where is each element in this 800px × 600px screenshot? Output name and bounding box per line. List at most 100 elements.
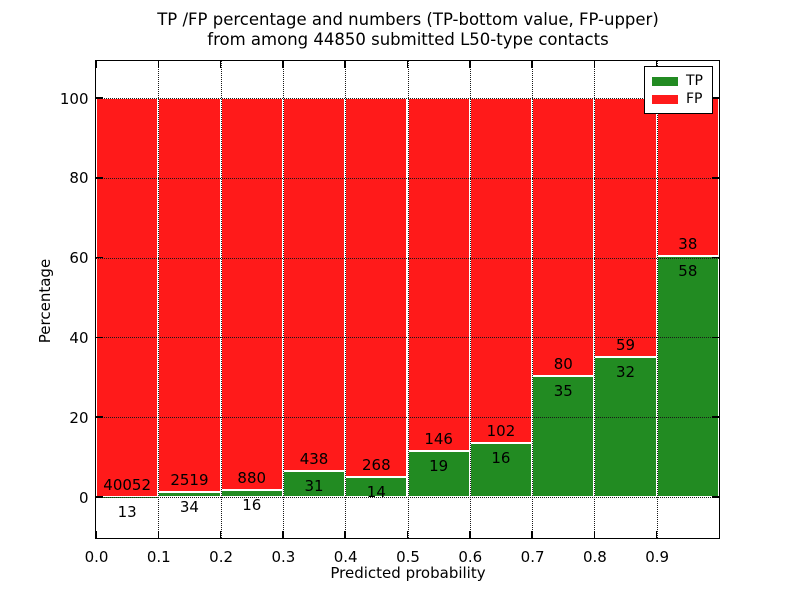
tp-count-label: 31 bbox=[304, 476, 324, 495]
y-tick-left bbox=[96, 256, 103, 259]
x-tick-bottom bbox=[593, 531, 596, 538]
x-tick-label: 0.2 bbox=[209, 547, 234, 566]
x-gridline bbox=[220, 61, 222, 538]
bar-segment-tp bbox=[407, 451, 470, 497]
bar-segment-fp bbox=[594, 98, 657, 357]
y-tick-left bbox=[96, 97, 103, 99]
y-tick-label: 0 bbox=[78, 488, 89, 507]
x-gridline bbox=[656, 61, 658, 538]
x-tick-label: 0.3 bbox=[271, 547, 296, 566]
x-gridline bbox=[345, 61, 347, 538]
legend-swatch-fp-icon bbox=[652, 94, 678, 104]
x-axis-label: Predicted probability bbox=[330, 564, 486, 582]
y-axis-label: Percentage bbox=[36, 258, 54, 344]
tp-count-label: 16 bbox=[242, 495, 262, 514]
x-tick-top bbox=[282, 61, 284, 68]
bar-segment-tp bbox=[282, 470, 346, 497]
x-tick-label: 0.9 bbox=[645, 547, 670, 566]
bar-segment-fp bbox=[469, 98, 533, 443]
tp-count-label: 58 bbox=[678, 261, 698, 280]
x-gridline bbox=[407, 61, 409, 538]
fp-count-label: 268 bbox=[362, 456, 391, 475]
fp-count-label: 59 bbox=[615, 335, 636, 354]
x-tick-top bbox=[469, 61, 471, 68]
y-tick-label: 80 bbox=[69, 169, 89, 188]
y-tick-right bbox=[712, 256, 719, 259]
fp-count-label: 80 bbox=[553, 354, 573, 373]
legend-entry-fp: FP bbox=[652, 90, 703, 108]
y-tick-label: 40 bbox=[69, 328, 89, 347]
x-tick-top bbox=[655, 61, 658, 68]
bar-segment-fp bbox=[220, 98, 283, 490]
x-tick-bottom bbox=[406, 531, 409, 538]
bar-segment-tp bbox=[469, 442, 533, 497]
x-tick-top bbox=[406, 61, 409, 68]
chart-title-line1: TP /FP percentage and numbers (TP-bottom… bbox=[157, 10, 659, 29]
bar-segment-fp bbox=[158, 98, 221, 492]
bar-segment-fp bbox=[345, 98, 408, 478]
x-tick-bottom bbox=[531, 531, 533, 538]
y-tick-right bbox=[712, 177, 719, 179]
x-tick-label: 0.5 bbox=[396, 547, 420, 566]
x-tick-top bbox=[219, 61, 222, 68]
tp-count-label: 13 bbox=[117, 502, 137, 521]
y-tick-right bbox=[712, 416, 719, 418]
x-tick-bottom bbox=[469, 531, 471, 538]
x-tick-bottom bbox=[655, 531, 658, 538]
x-tick-top bbox=[95, 61, 97, 68]
bar-segment-fp bbox=[282, 98, 346, 471]
y-tick-left bbox=[96, 496, 103, 498]
bar-segment-fp bbox=[656, 98, 719, 256]
x-tick-label: 0.7 bbox=[520, 547, 545, 566]
x-tick-label: 0.0 bbox=[84, 547, 109, 566]
tp-count-label: 19 bbox=[429, 457, 449, 476]
x-tick-bottom bbox=[282, 531, 284, 538]
x-tick-label: 0.6 bbox=[458, 547, 483, 566]
y-tick-label: 100 bbox=[59, 89, 89, 108]
y-tick-left bbox=[96, 416, 103, 418]
x-tick-top bbox=[531, 61, 533, 68]
x-tick-label: 0.1 bbox=[146, 547, 171, 566]
fp-count-label: 40052 bbox=[103, 475, 151, 494]
x-tick-bottom bbox=[344, 531, 346, 538]
legend: TP FP bbox=[644, 66, 713, 114]
legend-swatch-tp-icon bbox=[652, 76, 678, 86]
x-gridline bbox=[594, 61, 596, 538]
chart-title-line2: from among 44850 submitted L50-type cont… bbox=[207, 30, 609, 49]
x-gridline bbox=[532, 61, 534, 538]
x-gridline bbox=[282, 61, 284, 538]
tp-count-label: 32 bbox=[615, 362, 636, 381]
bar-segment-fp bbox=[96, 98, 159, 497]
tp-count-label: 16 bbox=[491, 448, 511, 467]
tp-count-label: 35 bbox=[553, 381, 573, 400]
x-tick-label: 0.8 bbox=[582, 547, 607, 566]
tp-count-label: 14 bbox=[366, 483, 386, 502]
fp-count-label: 146 bbox=[424, 430, 453, 449]
fp-count-label: 38 bbox=[678, 234, 698, 253]
legend-label-fp: FP bbox=[686, 91, 703, 107]
x-tick-top bbox=[157, 61, 160, 68]
legend-label-tp: TP bbox=[686, 73, 703, 89]
tp-count-label: 34 bbox=[179, 497, 199, 516]
y-tick-label: 20 bbox=[69, 408, 89, 427]
y-tick-left bbox=[96, 177, 103, 179]
x-gridline bbox=[158, 61, 160, 538]
y-tick-label: 60 bbox=[69, 249, 89, 268]
bar-segment-fp bbox=[407, 98, 470, 452]
x-tick-label: 0.4 bbox=[333, 547, 358, 566]
x-tick-bottom bbox=[95, 531, 97, 538]
x-gridline bbox=[469, 61, 471, 538]
bar-segment-tp bbox=[594, 356, 657, 497]
fp-count-label: 880 bbox=[237, 468, 267, 487]
bar-segment-fp bbox=[532, 98, 595, 376]
y-tick-right bbox=[712, 336, 719, 339]
x-tick-top bbox=[344, 61, 346, 68]
fp-count-label: 102 bbox=[486, 421, 516, 440]
x-tick-bottom bbox=[157, 531, 160, 538]
y-tick-left bbox=[96, 336, 103, 339]
legend-entry-tp: TP bbox=[652, 72, 703, 90]
x-tick-bottom bbox=[219, 531, 222, 538]
plot-area: TP FP 40052 13 2519 34 880 16 438 31 268 14 146 19 1… bbox=[95, 60, 720, 539]
chart-title: TP /FP percentage and numbers (TP-bottom… bbox=[95, 10, 721, 50]
